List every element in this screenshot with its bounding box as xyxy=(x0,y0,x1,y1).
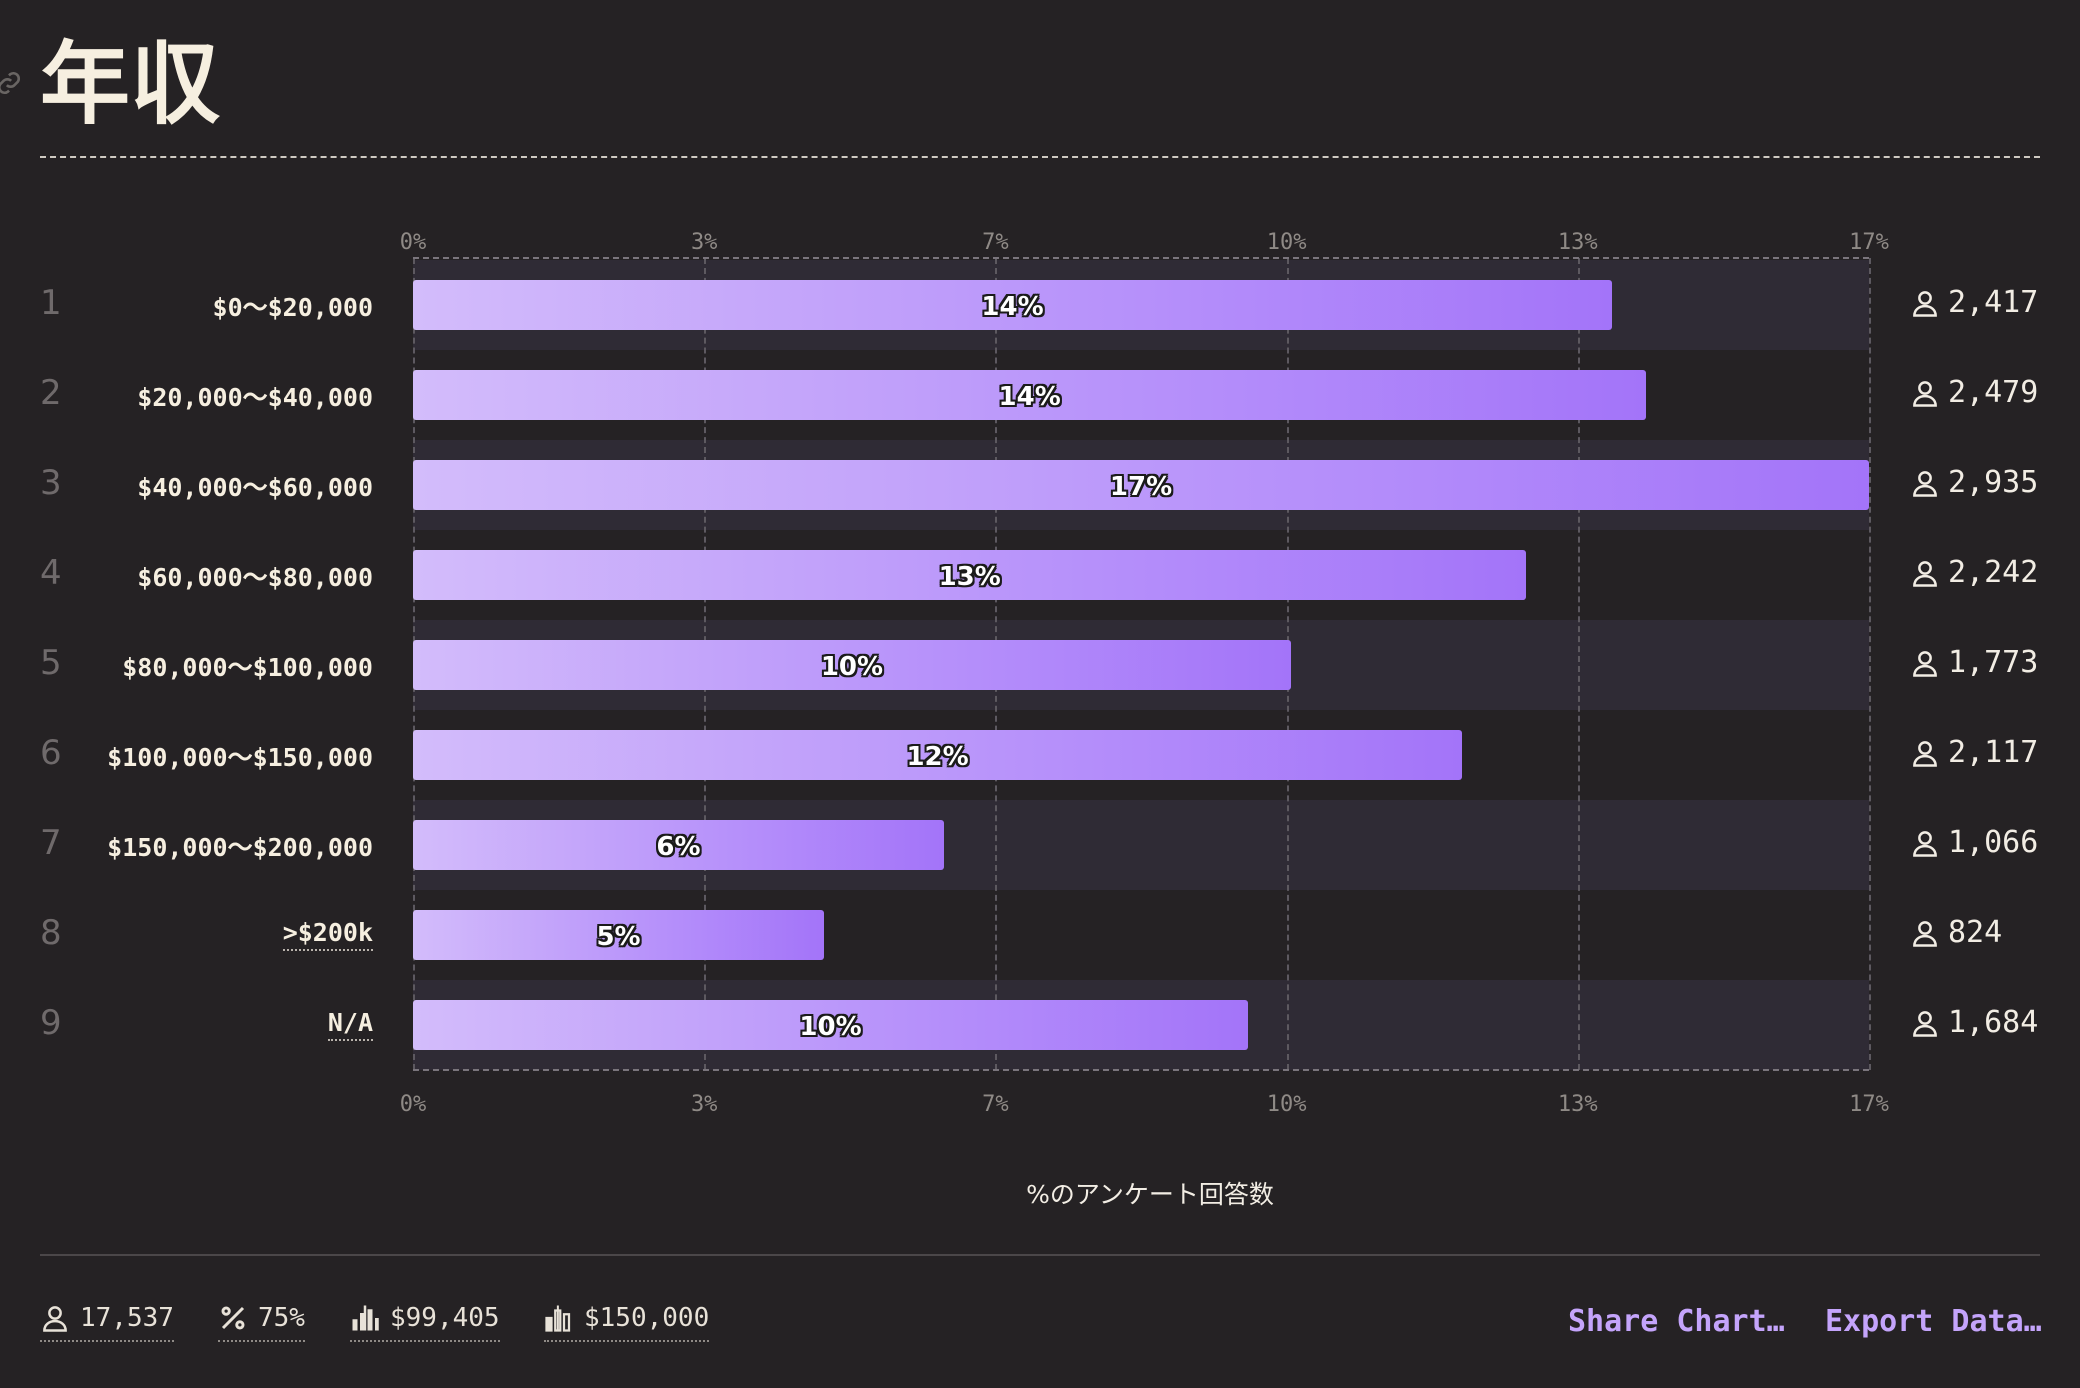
axis-bottom-edge xyxy=(413,1069,1869,1071)
user-icon xyxy=(1913,560,1937,587)
x-tick-label-top: 3% xyxy=(690,230,718,255)
respondent-count: 824 xyxy=(1910,915,2002,950)
respondent-count: 2,479 xyxy=(1910,375,2038,410)
stat-percent-value: 75% xyxy=(258,1303,305,1333)
respondent-count: 1,684 xyxy=(1910,1005,2038,1040)
bar[interactable] xyxy=(413,460,1869,510)
respondent-count-value: 1,684 xyxy=(1948,1005,2039,1040)
user-icon xyxy=(1913,380,1937,407)
percent-icon xyxy=(221,1306,245,1330)
user-icon xyxy=(1913,650,1937,677)
axis-top-edge xyxy=(413,257,1869,259)
bar-value-label: 10% xyxy=(799,1012,862,1042)
user-icon xyxy=(1913,920,1937,947)
stat-average[interactable]: $99,405 xyxy=(350,1302,500,1342)
bar-value-label: 13% xyxy=(938,562,1001,592)
bar[interactable] xyxy=(413,370,1647,420)
x-tick-label-top: 10% xyxy=(1266,230,1307,255)
export-data-button[interactable]: Export Data… xyxy=(1825,1304,2042,1339)
bar[interactable] xyxy=(413,820,944,870)
row-rank: 8 xyxy=(40,913,62,953)
share-chart-button[interactable]: Share Chart… xyxy=(1568,1304,1785,1339)
row-rank: 1 xyxy=(40,283,62,323)
respondent-count-value: 2,417 xyxy=(1948,285,2039,320)
category-label[interactable]: >$200k xyxy=(282,918,373,951)
median-chart-icon xyxy=(545,1305,571,1332)
respondent-count: 2,242 xyxy=(1910,555,2038,590)
x-axis-title: %のアンケート回答数 xyxy=(1026,1180,1274,1209)
row-rank: 2 xyxy=(40,373,62,413)
page-title: 年収 xyxy=(40,32,220,137)
respondent-count: 1,066 xyxy=(1910,825,2038,860)
respondent-count: 2,117 xyxy=(1910,735,2038,770)
respondent-count-value: 2,242 xyxy=(1948,555,2039,590)
bar-value-label: 10% xyxy=(820,652,884,682)
row-rank: 9 xyxy=(40,1003,62,1043)
x-tick-label-top: 7% xyxy=(982,230,1009,255)
respondent-count: 2,417 xyxy=(1910,285,2038,320)
category-label: $80,000〜$100,000 xyxy=(122,653,373,682)
bar[interactable] xyxy=(413,730,1463,780)
user-icon xyxy=(43,1306,67,1332)
x-tick-label-bottom: 3% xyxy=(690,1092,718,1117)
category-label: $150,000〜$200,000 xyxy=(107,833,373,862)
user-icon xyxy=(1913,1010,1937,1037)
x-tick-label-bottom: 0% xyxy=(399,1092,427,1117)
respondent-count-value: 824 xyxy=(1948,915,2003,950)
category-label: $100,000〜$150,000 xyxy=(107,743,373,772)
respondent-count: 1,773 xyxy=(1910,645,2038,680)
x-tick-label-top: 17% xyxy=(1849,230,1889,255)
stat-median[interactable]: $150,000 xyxy=(544,1302,710,1342)
row-rank: 4 xyxy=(40,553,62,593)
category-label[interactable]: N/A xyxy=(327,1008,373,1041)
respondent-count-value: 2,117 xyxy=(1948,735,2039,770)
category-label: $60,000〜$80,000 xyxy=(137,563,373,592)
user-icon xyxy=(1913,470,1937,497)
category-label: $20,000〜$40,000 xyxy=(137,383,373,412)
x-tick-label-top: 13% xyxy=(1557,230,1598,255)
row-rank: 7 xyxy=(40,823,62,863)
x-tick-label-bottom: 13% xyxy=(1557,1092,1598,1117)
average-chart-icon xyxy=(352,1305,379,1331)
row-rank: 5 xyxy=(40,643,62,683)
x-tick-label-bottom: 7% xyxy=(982,1092,1009,1117)
title-divider xyxy=(40,156,2040,158)
category-label: $40,000〜$60,000 xyxy=(137,473,373,502)
gridline xyxy=(1577,258,1580,1070)
respondent-count: 2,935 xyxy=(1910,465,2038,500)
bar[interactable] xyxy=(413,910,825,960)
respondent-count-value: 1,773 xyxy=(1948,645,2039,680)
stat-respondents-value: 17,537 xyxy=(80,1303,174,1333)
user-icon xyxy=(1913,290,1937,317)
bar[interactable] xyxy=(413,550,1527,600)
respondent-count-value: 2,479 xyxy=(1948,375,2039,410)
stat-respondents[interactable]: 17,537 xyxy=(40,1302,174,1342)
row-rank: 3 xyxy=(40,463,62,503)
bar-value-label: 14% xyxy=(998,382,1061,412)
respondent-count-value: 1,066 xyxy=(1948,825,2039,860)
stat-average-value: $99,405 xyxy=(390,1303,500,1333)
user-icon xyxy=(1913,830,1937,857)
category-label: $0〜$20,000 xyxy=(212,293,373,322)
user-icon xyxy=(1913,740,1937,767)
footer-divider xyxy=(40,1254,2040,1256)
bar[interactable] xyxy=(413,1000,1249,1050)
x-tick-label-bottom: 17% xyxy=(1849,1092,1889,1117)
x-tick-label-bottom: 10% xyxy=(1266,1092,1307,1117)
bar[interactable] xyxy=(413,640,1291,690)
bar-value-label: 17% xyxy=(1109,472,1173,502)
bar-value-label: 12% xyxy=(906,742,969,772)
bar-value-label: 5% xyxy=(596,922,641,952)
x-tick-label-top: 0% xyxy=(399,230,427,255)
stat-percent[interactable]: 75% xyxy=(218,1302,305,1342)
row-rank: 6 xyxy=(40,733,62,773)
bar-value-label: 6% xyxy=(656,832,701,862)
stat-median-value: $150,000 xyxy=(584,1303,710,1333)
bar-value-label: 14% xyxy=(981,292,1044,322)
gridline xyxy=(1869,258,1871,1070)
bar[interactable] xyxy=(413,280,1613,330)
respondent-count-value: 2,935 xyxy=(1948,465,2039,500)
link-icon[interactable] xyxy=(0,70,22,96)
